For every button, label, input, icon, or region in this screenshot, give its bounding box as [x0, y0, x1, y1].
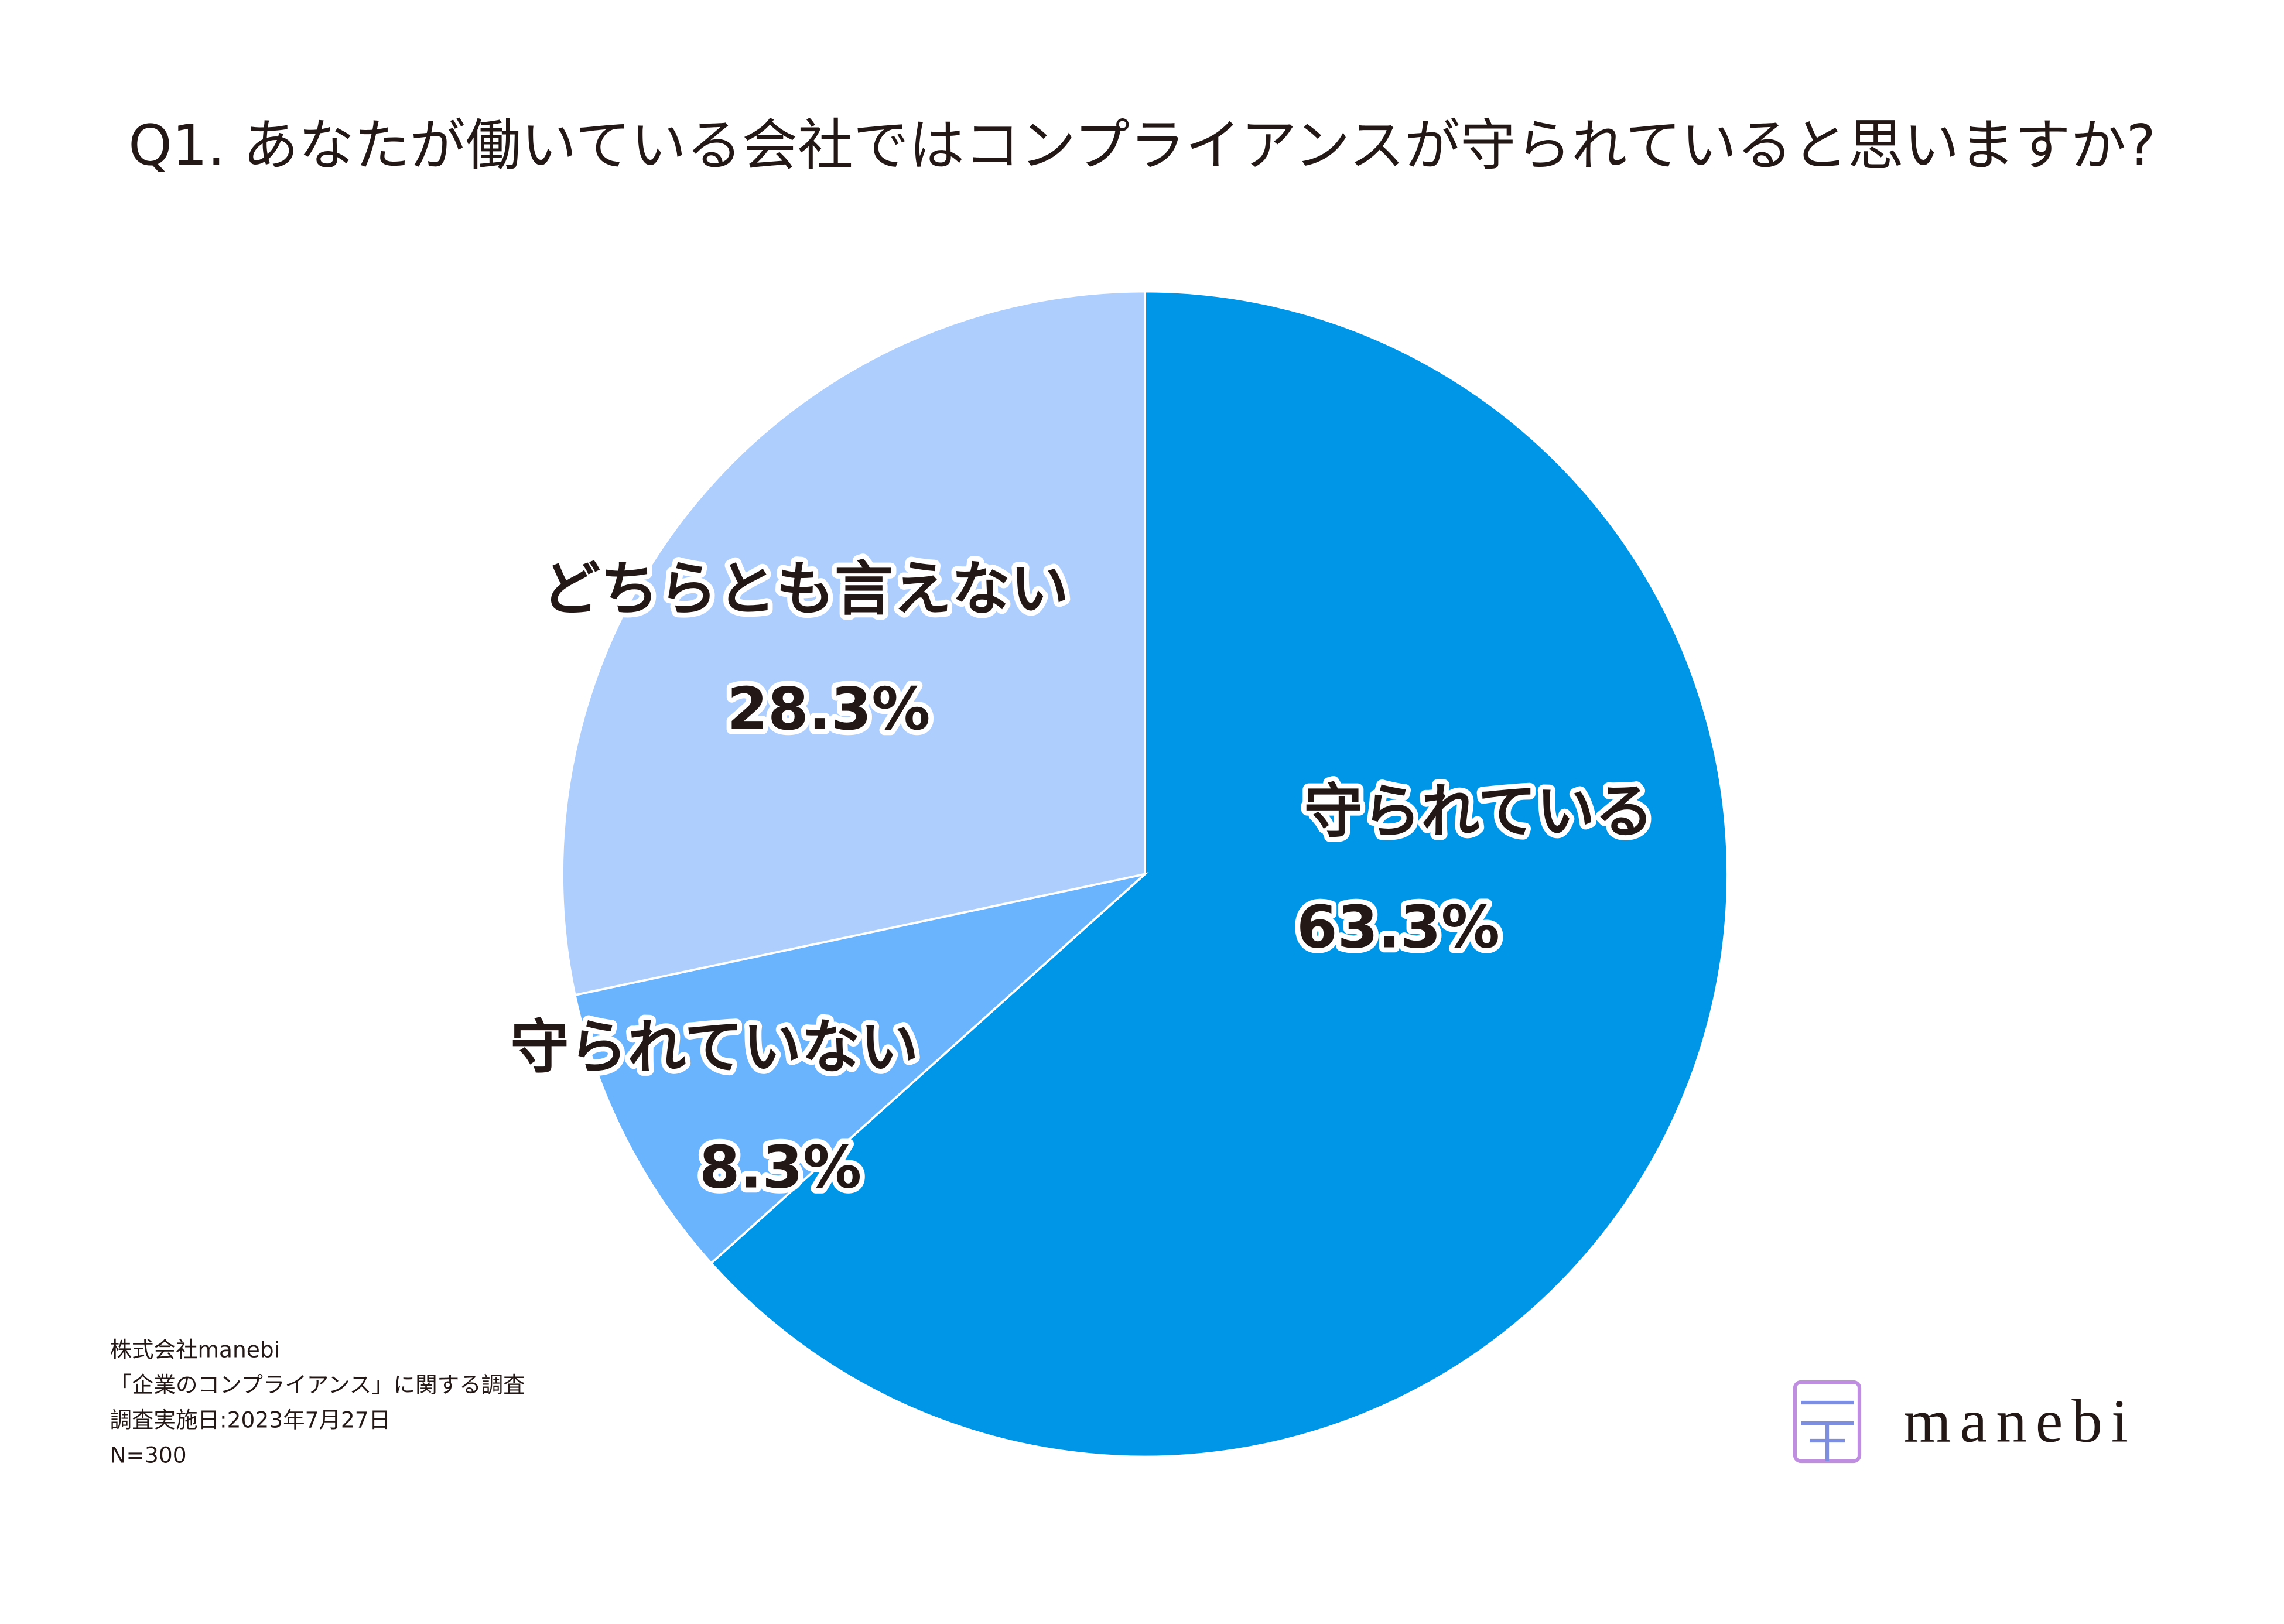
note: 株式会社manebi [110, 1337, 281, 1363]
note: 「企業のコンプライアンス」に関する調査 [110, 1372, 525, 1398]
value-label: 8.3% [699, 1133, 861, 1201]
value-label: 63.3% [1297, 893, 1500, 961]
category-label: 守られていない [511, 1013, 919, 1081]
category-label: 守られている [1304, 777, 1654, 846]
logo-text: manebi [1903, 1387, 2137, 1455]
slice [561, 290, 1146, 997]
value-label: 28.3% [727, 675, 931, 743]
chart-title: Q1. あなたが働いている会社ではコンプライアンスが守られていると思いますか? [128, 114, 2156, 178]
category-label: どちらとも言えない [542, 555, 1069, 623]
labels: 守られている 63.3% 守られていない 8.3% どちらとも言えない 28.3% [505, 549, 1659, 1206]
note: 調査実施日:2023年7月27日 [110, 1407, 391, 1433]
note: N=300 [110, 1442, 187, 1468]
slice [573, 872, 1149, 1265]
logo-icon [1793, 1380, 1862, 1464]
slice [709, 290, 1729, 1458]
pie [561, 290, 1729, 1458]
